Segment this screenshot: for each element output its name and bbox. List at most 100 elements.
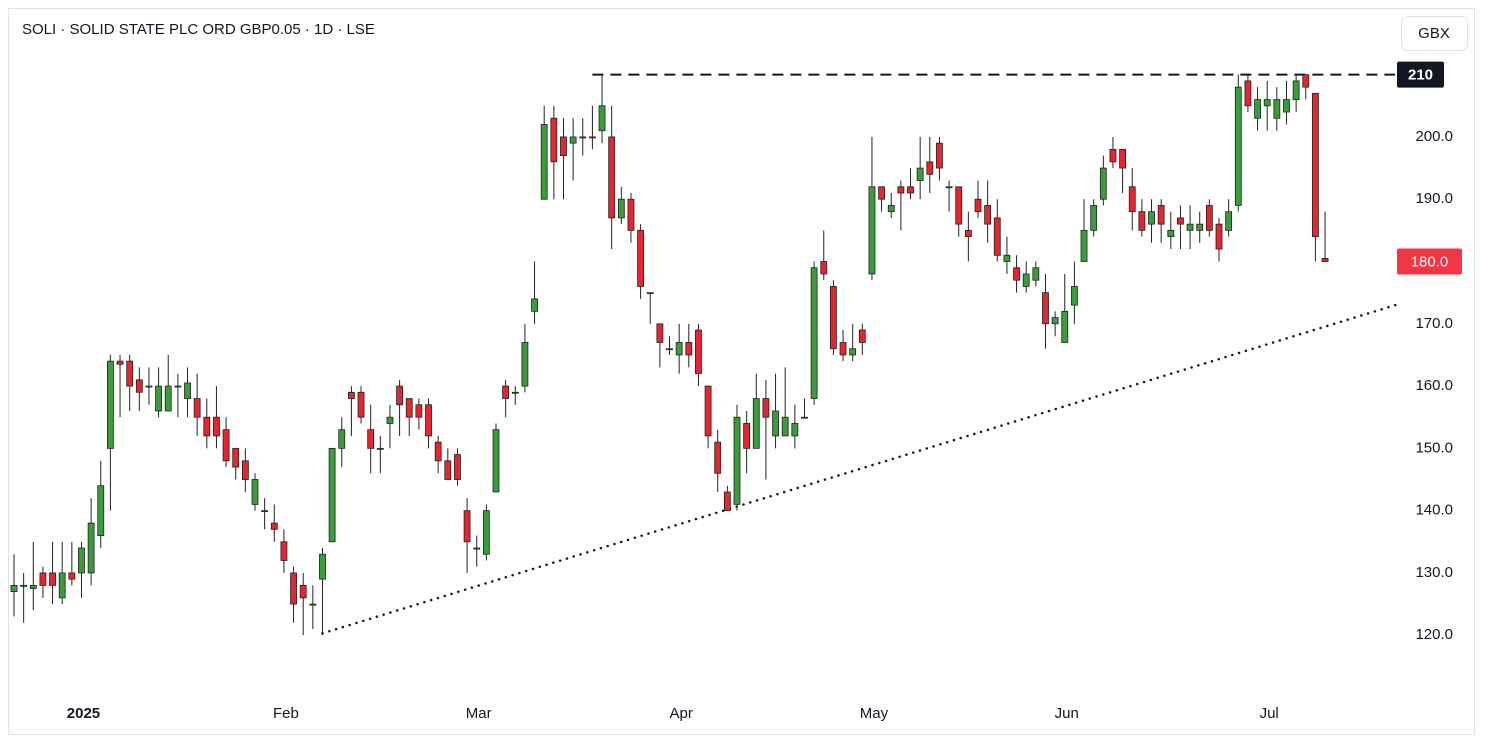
candle-body [1302,74,1310,88]
candle-body [203,416,211,437]
currency-button[interactable] [1401,16,1468,51]
candle-body [589,136,596,139]
candle-body [68,572,76,580]
candle-body [646,292,654,295]
candle-body [637,229,644,287]
candle-body [174,385,182,388]
x-tick-label: Jul [1260,705,1279,722]
y-tick-label: 190.0 [1415,190,1453,207]
candle-body [1042,292,1049,325]
candle-body [1215,223,1223,250]
candle-body [290,572,297,605]
candle-body [357,391,365,418]
candle-body [58,572,66,599]
frame [8,8,1475,735]
x-tick-label: Apr [669,705,692,722]
candle-body [1167,229,1175,237]
candle-body [907,186,914,194]
candle-body [936,142,943,169]
candle-body [964,229,972,237]
candle-body [425,404,432,437]
candle-body [1138,211,1146,231]
candle-body [1099,167,1107,200]
candle-body [666,348,673,351]
currency[interactable]: GBX [1418,25,1450,42]
candle-body [261,510,269,513]
candle-body [1312,92,1319,237]
candle-body [1090,205,1098,231]
candle-body [367,429,375,449]
x-tick-label: May [860,705,889,722]
y-tick-label: 120.0 [1415,626,1453,643]
candle-body [319,553,326,580]
candle-body [338,429,346,449]
candle-body [299,584,307,599]
x-tick-label: Feb [273,705,299,722]
candle-body [126,360,134,387]
last-price-box [1397,248,1462,275]
candle-body [473,547,481,550]
candle-body [579,136,587,139]
chart-title: SOLI · SOLID STATE PLC ORD GBP0.05 · 1D … [22,21,375,38]
candle-body [482,510,490,555]
candle-body [386,416,394,424]
candle-body [1292,80,1300,100]
candle-body [492,429,500,493]
candle-body [97,485,105,536]
candle-body [1051,317,1059,325]
candle-body [1205,205,1213,231]
candle-body [762,398,770,418]
candle-body [685,342,693,356]
candle-body [772,410,779,437]
candle-body [107,360,114,449]
candle-body [1244,80,1252,107]
candle-body [376,447,384,450]
candle-body [184,382,191,399]
candle-body [820,261,828,275]
candle-body [1177,217,1184,225]
x-tick-label: Jun [1055,705,1079,722]
candle-body [550,117,558,163]
candle-body [1022,273,1030,287]
candle-body [251,479,259,505]
candle-body [145,385,153,388]
candle-body [723,491,731,512]
candle-body [20,584,28,587]
x-tick-label: Mar [466,705,492,722]
candle-body [839,342,847,356]
resistance-label: 210 [1408,67,1433,84]
candle-body [617,198,625,219]
candle-body [116,360,124,365]
candle-body [309,603,317,606]
candle-body [502,385,510,399]
candle-body [1157,205,1165,225]
candle-body [743,423,751,449]
candle-body [830,286,837,350]
candle-body [695,329,702,375]
candle-body [213,416,220,437]
candle-body [945,186,953,189]
candle-body [405,398,413,418]
candle-body [193,398,201,418]
candle-body [791,423,799,437]
candle-body [1003,254,1011,262]
candle-body [347,391,355,399]
candle-body [1254,99,1261,119]
candle-body [155,385,163,412]
y-tick-label: 140.0 [1415,502,1453,519]
candle-body [135,379,143,393]
candle-body [1128,186,1136,213]
y-tick-label: 200.0 [1415,128,1453,145]
candle-body [714,441,722,474]
candle-body [608,136,616,219]
candle-body [78,547,85,574]
y-tick-label: 130.0 [1415,564,1453,581]
candle-body [560,136,567,157]
candle-body [415,404,423,418]
candle-body [454,454,461,480]
candle-body [521,342,529,387]
candle-body [1186,223,1194,231]
candle-body [241,460,249,480]
candle-body [222,429,230,462]
candle-body [280,541,288,561]
